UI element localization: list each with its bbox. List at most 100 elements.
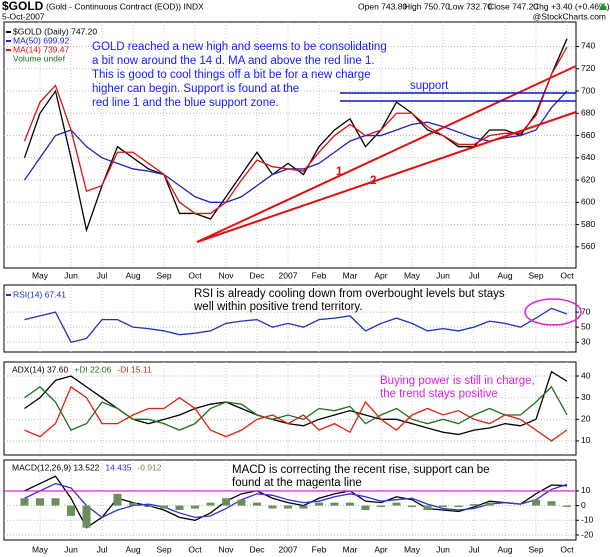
histogram-bar xyxy=(315,502,323,506)
series-line xyxy=(23,90,568,203)
y-tick-label: 30 xyxy=(581,392,591,402)
x-tick-label: Oct xyxy=(560,544,574,554)
annotation: Buying power is still in charge, xyxy=(380,375,535,387)
x-tick-label: Dec xyxy=(249,544,265,554)
x-tick-label: Aug xyxy=(125,270,140,280)
histogram-bar xyxy=(129,502,137,506)
histogram-bar xyxy=(361,505,370,510)
quote-low: Low 732.70 xyxy=(448,1,492,11)
y-tick-label: 560 xyxy=(581,241,595,251)
annotation: well within positive trend territory. xyxy=(193,301,363,313)
legend-label: $GOLD (Daily) 747.20 xyxy=(13,26,97,36)
series-line xyxy=(23,46,568,215)
legend-label: MA(14) 739.47 xyxy=(13,44,69,54)
x-tick-label: Sep xyxy=(156,544,171,554)
histogram-bar xyxy=(237,499,246,506)
histogram-bar xyxy=(144,505,153,508)
histogram-bar xyxy=(470,504,478,506)
x-tick-label: May xyxy=(404,544,421,554)
histogram-bar xyxy=(330,502,339,506)
x-tick-label: Sep xyxy=(528,270,543,280)
histogram-bar xyxy=(439,505,447,508)
x-tick-label: Jul xyxy=(97,544,108,554)
x-tick-label: Aug xyxy=(497,270,512,280)
support-label: support xyxy=(410,80,449,92)
x-tick-label: May xyxy=(404,270,421,280)
x-tick-label: Apr xyxy=(374,544,387,554)
annotation: red line 1 and the blue support zone. xyxy=(92,97,279,109)
legend-label: Volume undef xyxy=(13,53,66,63)
y-tick-label: 40 xyxy=(581,370,591,380)
date: 5-Oct-2007 xyxy=(2,11,45,21)
x-tick-label: Jun xyxy=(64,544,78,554)
histogram-bar xyxy=(547,501,556,506)
x-tick-label: Jun xyxy=(436,270,450,280)
x-tick-label: 2007 xyxy=(279,270,298,280)
legend-label: -DI 15.11 xyxy=(117,364,152,374)
trend-line-2 xyxy=(196,111,577,243)
x-tick-label: Aug xyxy=(497,544,512,554)
y-tick-label: 30 xyxy=(581,336,591,346)
panel-frame xyxy=(3,284,577,353)
histogram-bar xyxy=(299,505,308,509)
legend-label: MACD(12,26,9) 13.522 xyxy=(12,462,100,472)
y-tick-label: -20 xyxy=(581,529,594,539)
x-tick-label: Sep xyxy=(528,544,543,554)
legend-label: ADX(14) 37.60 xyxy=(12,364,68,374)
histogram-bar xyxy=(346,502,354,506)
series-line xyxy=(24,385,568,442)
y-tick-label: 0 xyxy=(581,500,586,510)
x-tick-label: May xyxy=(32,270,49,280)
histogram-bar xyxy=(253,502,261,506)
y-tick-label: 580 xyxy=(581,219,595,229)
x-tick-label: Oct xyxy=(188,544,202,554)
x-tick-label: Nov xyxy=(218,544,234,554)
y-tick-label: 660 xyxy=(581,130,595,140)
x-tick-label: Aug xyxy=(125,544,140,554)
histogram-bar xyxy=(160,505,168,509)
histogram-bar xyxy=(51,498,60,506)
histogram-bar xyxy=(377,505,385,508)
x-tick-label: Jul xyxy=(469,544,480,554)
x-tick-label: Jul xyxy=(469,270,480,280)
histogram-bar xyxy=(20,498,29,506)
histogram-bar xyxy=(175,505,184,510)
x-tick-label: Nov xyxy=(218,270,234,280)
legend-label: +DI 22.06 xyxy=(74,364,111,374)
series-line xyxy=(24,482,568,519)
x-tick-label: Sep xyxy=(156,270,171,280)
annotation: a bit now around the 14 d. MA and above … xyxy=(92,55,375,67)
quote-close: Close 747.20 xyxy=(488,1,538,11)
histogram-bar xyxy=(222,498,230,506)
y-tick-label: 680 xyxy=(581,108,595,118)
histogram-bar xyxy=(82,505,91,528)
histogram-bar xyxy=(392,502,401,506)
annotation: This is good to cool things off a bit be… xyxy=(92,69,371,81)
up-arrow xyxy=(599,3,607,10)
instrument-name: (Gold - Continuous Contract (EOD)) INDX xyxy=(46,1,204,11)
histogram-bar xyxy=(67,505,75,516)
x-tick-label: Mar xyxy=(343,544,358,554)
x-tick-label: Feb xyxy=(312,270,327,280)
panel-frame xyxy=(3,361,577,456)
quote-open: Open 743.80 xyxy=(358,1,407,11)
line-label: 1 xyxy=(336,166,343,178)
annotation: the trend stays positive xyxy=(380,388,498,400)
y-tick-label: 700 xyxy=(581,85,595,95)
x-tick-label: Apr xyxy=(374,270,387,280)
annotation: found at the magenta line xyxy=(232,477,362,489)
x-tick-label: Jul xyxy=(97,270,108,280)
symbol: $GOLD xyxy=(2,0,44,13)
series-line xyxy=(24,307,568,343)
legend-label: MA(50) 699.92 xyxy=(13,35,69,45)
annotation: RSI is already cooling down from overbou… xyxy=(194,288,505,300)
histogram-bar xyxy=(268,505,277,509)
y-tick-label: 740 xyxy=(581,41,595,51)
y-tick-label: 640 xyxy=(581,152,595,162)
histogram-bar xyxy=(485,502,494,506)
x-tick-label: 2007 xyxy=(279,544,298,554)
quote-change: Chg +3.40 (+0.46%) xyxy=(533,1,610,11)
x-tick-label: Feb xyxy=(312,544,327,554)
line-label: 2 xyxy=(370,175,376,187)
